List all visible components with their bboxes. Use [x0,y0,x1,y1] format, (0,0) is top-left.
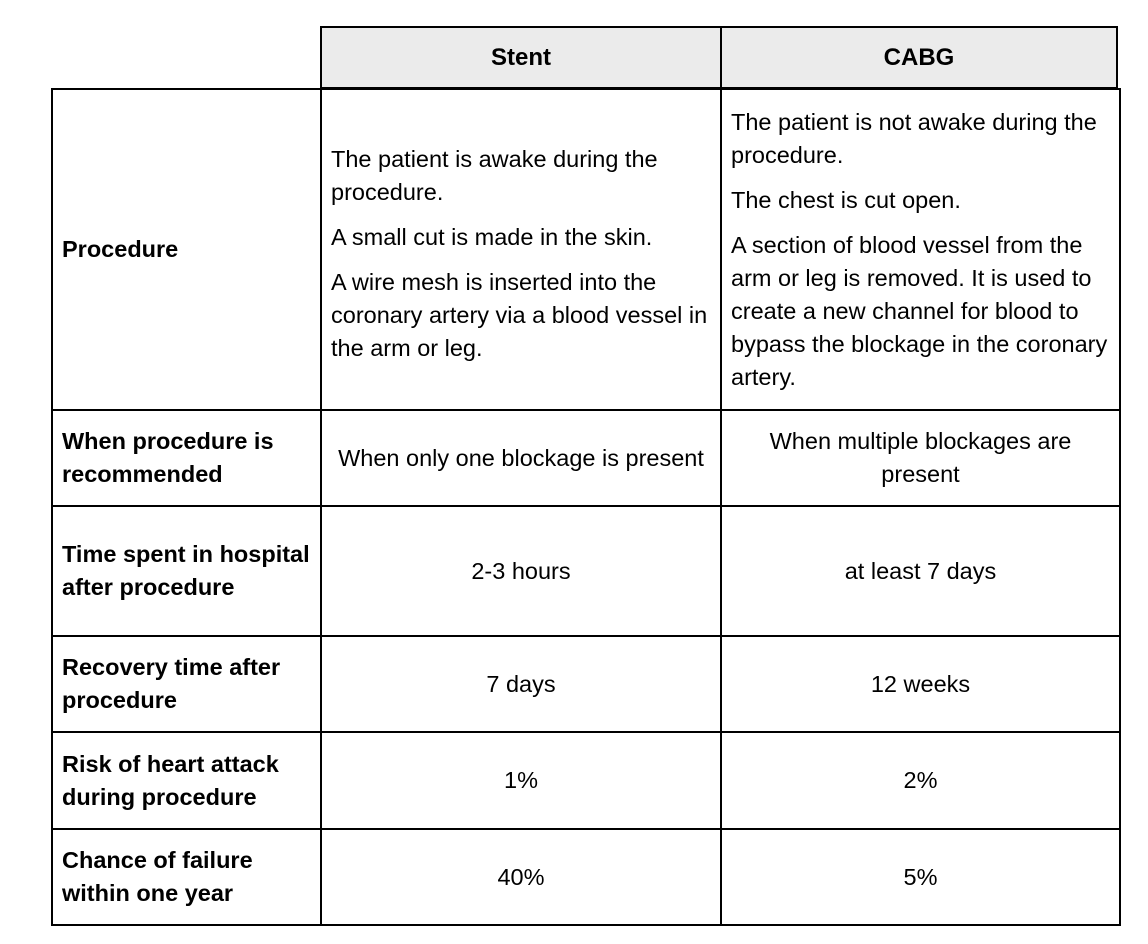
stent-procedure-cell: The patient is awake during the procedur… [320,88,722,411]
table-row-recovery-time: Recovery time after procedure 7 days 12 … [51,635,1121,733]
column-header-divider [720,28,722,87]
cabg-hospital-time-cell: at least 7 days [720,505,1121,637]
cabg-heart-attack-risk-cell: 2% [720,731,1121,830]
row-label-procedure: Procedure [51,88,322,411]
cabg-procedure-line: The patient is not awake during the proc… [731,108,1097,168]
stent-recommended-cell: When only one blockage is present [320,409,722,507]
cabg-failure-chance-cell: 5% [720,828,1121,926]
stent-procedure-line: A small cut is made in the skin. [331,224,653,250]
stent-heart-attack-risk-cell: 1% [320,731,722,830]
cabg-procedure-cell: The patient is not awake during the proc… [720,88,1121,411]
cabg-recovery-time-cell: 12 weeks [720,635,1121,733]
stent-procedure-line: A wire mesh is inserted into the coronar… [331,269,708,361]
table-row-recommended: When procedure is recommended When only … [51,409,1121,507]
row-label-failure-chance: Chance of failure within one year [51,828,322,926]
column-header-cabg: CABG [883,43,955,71]
table-row-procedure: Procedure The patient is awake during th… [51,88,1121,411]
table-row-hospital-time: Time spent in hospital after procedure 2… [51,505,1121,637]
row-label-hospital-time: Time spent in hospital after procedure [51,505,322,637]
column-header-stent: Stent [491,43,551,71]
row-label-heart-attack-risk: Risk of heart attack during procedure [51,731,322,830]
row-label-recommended: When procedure is recommended [51,409,322,507]
cabg-procedure-line: The chest is cut open. [731,186,961,213]
table-row-heart-attack-risk: Risk of heart attack during procedure 1%… [51,731,1121,830]
table-header: Stent CABG [320,26,1118,89]
cabg-procedure-line: A section of blood vessel from the arm o… [731,231,1108,390]
stent-procedure-line: The patient is awake during the procedur… [331,146,658,205]
stent-failure-chance-cell: 40% [320,828,722,926]
table-row-failure-chance: Chance of failure within one year 40% 5% [51,828,1121,926]
comparison-table: Procedure The patient is awake during th… [51,88,1121,926]
stent-recovery-time-cell: 7 days [320,635,722,733]
cabg-recommended-cell: When multiple blockages are present [720,409,1121,507]
stent-hospital-time-cell: 2-3 hours [320,505,722,637]
row-label-recovery-time: Recovery time after procedure [51,635,322,733]
